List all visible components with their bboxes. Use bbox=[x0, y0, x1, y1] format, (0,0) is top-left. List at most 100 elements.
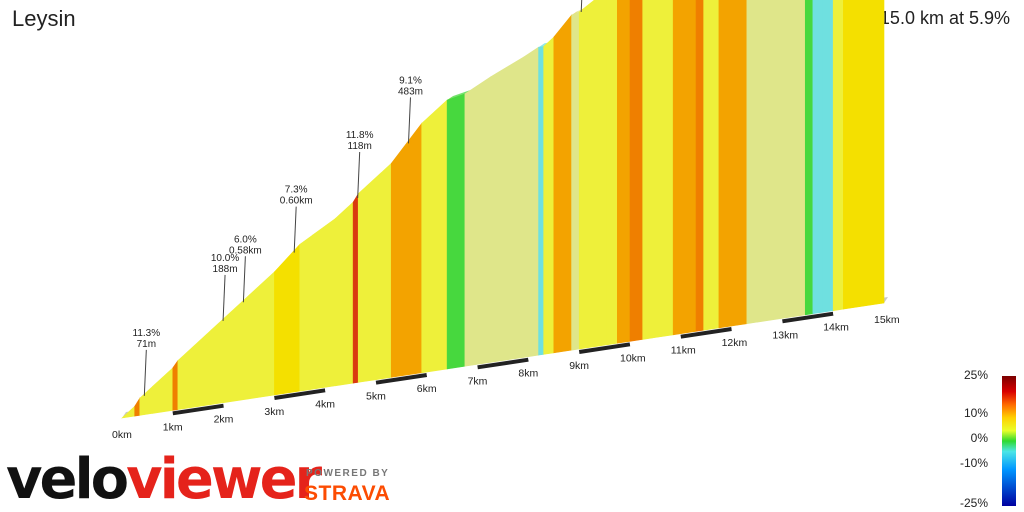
grade-segment bbox=[248, 271, 275, 400]
elevation-profile-chart: 0km 1km 2km 3km 4km 5km 6km 7km 8km 9km 10km 11km 12… bbox=[112, 0, 900, 441]
legend-label-0: 0% bbox=[970, 431, 988, 445]
grade-segment bbox=[421, 99, 448, 374]
annotation-leader bbox=[407, 97, 411, 144]
grade-segment bbox=[139, 385, 153, 416]
grade-segment bbox=[718, 0, 732, 329]
grade-segment bbox=[464, 76, 491, 367]
x-tick-label: 14km bbox=[823, 322, 849, 334]
grade-segment bbox=[274, 243, 301, 396]
grade-segment bbox=[652, 0, 674, 339]
grade-segment bbox=[489, 56, 524, 363]
km-scale-segment bbox=[426, 365, 478, 377]
km-scale-segment bbox=[172, 403, 224, 416]
grade-segment-top bbox=[523, 43, 545, 58]
grade-segment-top bbox=[358, 159, 398, 194]
km-scale-segment bbox=[832, 304, 885, 316]
grade-segment-top bbox=[223, 291, 255, 319]
legend-label-minus10: -10% bbox=[959, 456, 988, 470]
grade-segment bbox=[832, 0, 844, 312]
grade-segment bbox=[312, 217, 336, 390]
grade-segment bbox=[703, 0, 720, 331]
annotation-length: 188m bbox=[213, 264, 238, 275]
gradient-color-bar bbox=[1002, 376, 1016, 506]
km-scale-segment bbox=[477, 357, 529, 370]
annotation-leader bbox=[143, 349, 147, 396]
annotation-length: 0.60km bbox=[280, 196, 313, 207]
annotation-length: 483m bbox=[398, 86, 423, 97]
grade-segment bbox=[523, 46, 539, 358]
x-tick-label: 9km bbox=[569, 360, 589, 372]
grade-segment bbox=[210, 317, 224, 405]
climb-summary: 15.0 km at 5.9% bbox=[879, 8, 1010, 28]
grade-segment-top bbox=[447, 89, 471, 101]
x-tick-label: 5km bbox=[366, 391, 386, 403]
x-tick-label: 0km bbox=[112, 429, 132, 441]
grade-segment bbox=[843, 0, 882, 310]
grade-segment bbox=[553, 14, 572, 354]
km-scale-segment bbox=[578, 342, 631, 354]
x-tick-label: 15km bbox=[874, 314, 900, 326]
grade-segment bbox=[822, 0, 834, 313]
grade-segment-top bbox=[152, 363, 179, 387]
grade-segment-top bbox=[312, 214, 342, 236]
grade-segment bbox=[606, 0, 618, 346]
km-scale-segment bbox=[528, 350, 580, 362]
x-tick-label: 13km bbox=[772, 329, 798, 341]
grade-segment bbox=[390, 122, 423, 378]
grade-segment bbox=[629, 0, 644, 342]
powered-by-label: POWERED BY bbox=[306, 468, 390, 479]
x-tick-label: 12km bbox=[722, 337, 748, 349]
x-tick-label: 8km bbox=[518, 368, 538, 380]
grade-segment bbox=[756, 0, 806, 323]
grade-segment bbox=[812, 0, 824, 315]
grade-segment-top bbox=[464, 73, 497, 94]
climb-title: Leysin bbox=[12, 6, 76, 31]
grade-segment-top bbox=[391, 119, 428, 164]
grade-segment bbox=[596, 0, 608, 347]
annotation-grade: 9.1% bbox=[399, 75, 422, 86]
km-scale-segment bbox=[731, 319, 783, 331]
km-scale-segment bbox=[121, 411, 174, 423]
grade-segment-top bbox=[249, 267, 281, 296]
annotation-leader bbox=[222, 274, 226, 321]
annotation-grade: 11.3% bbox=[133, 328, 161, 339]
km-scale-segment bbox=[223, 396, 275, 408]
x-tick-label: 11km bbox=[671, 345, 696, 357]
grade-segment bbox=[223, 294, 250, 404]
grade-segment bbox=[177, 329, 212, 410]
grade-segment bbox=[578, 0, 598, 350]
grade-segment bbox=[538, 46, 544, 356]
strava-logo: STRAVA bbox=[304, 482, 391, 505]
grade-segment-top bbox=[579, 0, 596, 13]
annotation-length: 71m bbox=[137, 339, 156, 350]
annotation-grade: 10.0% bbox=[211, 253, 239, 264]
grade-segment bbox=[616, 0, 631, 344]
km-scale-segment bbox=[680, 327, 732, 339]
grade-segment bbox=[299, 234, 313, 392]
grade-segment-top bbox=[421, 96, 454, 124]
grade-segment bbox=[804, 0, 814, 316]
grade-segment bbox=[172, 359, 179, 411]
km-scale-segment bbox=[324, 380, 377, 393]
annotation-leader bbox=[242, 256, 246, 303]
grade-segment bbox=[335, 201, 354, 387]
annotation-leader bbox=[357, 151, 361, 199]
gradient-legend: 25% 10% 0% -10% -25% bbox=[960, 368, 1024, 512]
x-tick-label: 4km bbox=[315, 398, 335, 410]
legend-label-minus25: -25% bbox=[959, 496, 988, 510]
annotation-length: 0.58km bbox=[229, 245, 262, 256]
annotation-length: 118m bbox=[348, 141, 372, 152]
grade-segment bbox=[446, 93, 466, 370]
annotation-leader bbox=[580, 0, 583, 13]
x-tick-label: 6km bbox=[417, 383, 437, 395]
grade-segment bbox=[642, 0, 654, 340]
annotation-leader bbox=[293, 206, 297, 253]
x-tick-label: 10km bbox=[620, 352, 646, 364]
grade-segment bbox=[695, 0, 704, 332]
grade-segment-top bbox=[490, 53, 530, 78]
annotation-grade: 7.3% bbox=[285, 185, 308, 196]
annotation-grade: 6.0% bbox=[234, 234, 257, 245]
x-tick-label: 2km bbox=[214, 414, 234, 426]
veloviewer-logo: veloviewer bbox=[6, 447, 322, 512]
x-tick-label: 3km bbox=[264, 406, 284, 418]
